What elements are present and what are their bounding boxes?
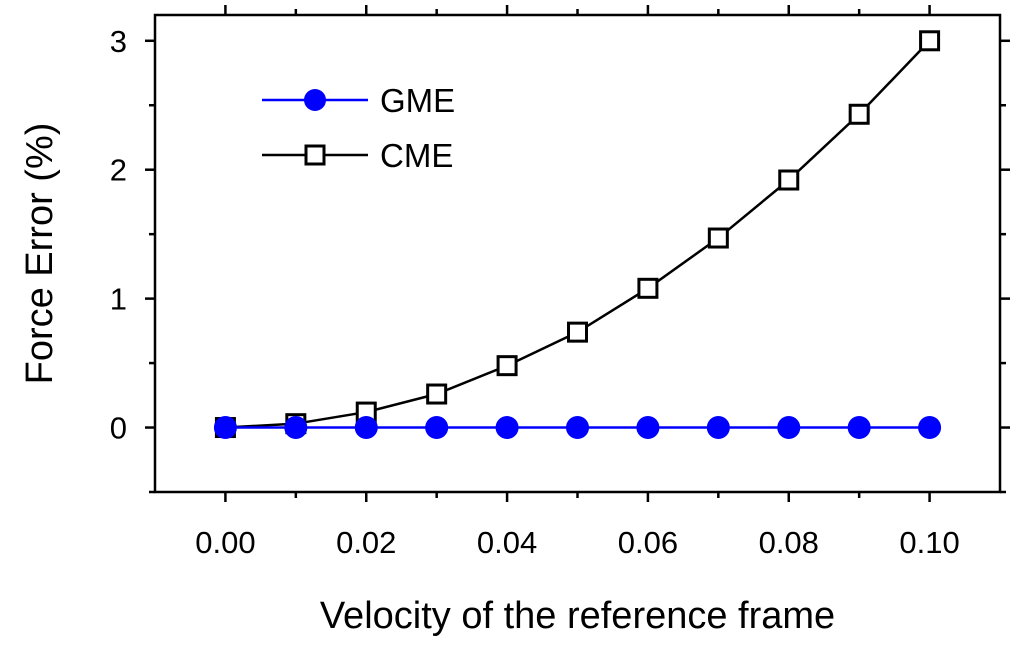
data-point-gme bbox=[777, 416, 801, 440]
y-axis-title: Force Error (%) bbox=[19, 123, 61, 385]
y-tick-label: 1 bbox=[110, 282, 127, 317]
y-tick-label: 2 bbox=[110, 153, 127, 188]
x-tick-label: 0.00 bbox=[195, 525, 255, 560]
data-point-gme bbox=[566, 416, 589, 440]
legend-marker-gme bbox=[304, 89, 326, 111]
data-point-gme bbox=[284, 416, 308, 440]
data-point-cme bbox=[567, 321, 588, 343]
y-tick-label: 3 bbox=[110, 24, 127, 59]
data-point-cme bbox=[707, 227, 729, 249]
data-point-cme bbox=[637, 277, 659, 299]
legend-label-gme: GME bbox=[380, 82, 455, 119]
data-point-cme bbox=[426, 383, 448, 405]
x-tick-label: 0.04 bbox=[477, 525, 537, 560]
x-axis-title: Velocity of the reference frame bbox=[320, 595, 835, 637]
data-point-gme bbox=[425, 416, 449, 440]
data-point-gme bbox=[354, 416, 378, 440]
legend-label-cme: CME bbox=[380, 137, 453, 174]
legend-marker-cme bbox=[304, 144, 326, 166]
data-point-cme bbox=[848, 103, 870, 125]
x-tick-label: 0.02 bbox=[336, 525, 396, 560]
data-point-gme bbox=[706, 416, 730, 440]
x-tick-label: 0.10 bbox=[899, 525, 959, 560]
y-tick-label: 0 bbox=[110, 411, 127, 446]
data-point-gme bbox=[495, 416, 519, 440]
data-point-cme bbox=[919, 30, 941, 52]
data-point-gme bbox=[847, 416, 871, 440]
x-tick-label: 0.06 bbox=[618, 525, 678, 560]
data-point-gme bbox=[213, 416, 237, 440]
data-point-gme bbox=[636, 416, 660, 440]
x-tick-label: 0.08 bbox=[759, 525, 819, 560]
data-point-cme bbox=[496, 355, 518, 377]
data-point-gme bbox=[918, 416, 942, 440]
data-point-cme bbox=[778, 169, 800, 191]
